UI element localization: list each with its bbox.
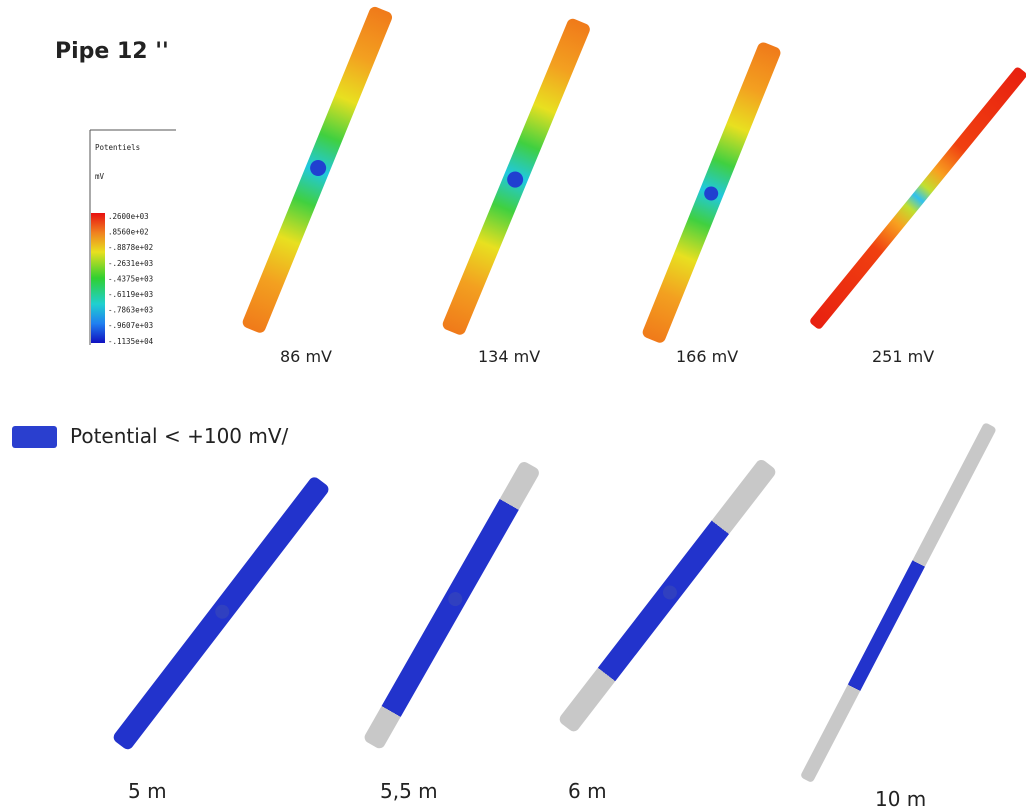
scale-label: -.2631e+03 — [108, 259, 153, 268]
scale-label: .2600e+03 — [108, 212, 149, 221]
color-scale: Potentiels mV .2600e+03 .8560e+02 -.8878e+… — [89, 129, 176, 346]
scale-label: -.9607e+03 — [108, 321, 153, 330]
pipe-label: 6 m — [568, 779, 607, 803]
scale-unit: mV — [95, 172, 105, 181]
scale-label: -.8878e+02 — [108, 243, 153, 252]
pipe — [364, 462, 539, 749]
bottom-pipes — [113, 423, 996, 782]
pipe-label: 86 mV — [280, 347, 332, 366]
pipe — [801, 423, 996, 782]
pipe — [242, 6, 393, 333]
scale-title: Potentiels — [95, 143, 140, 152]
legend-swatch — [12, 426, 57, 448]
pipe — [642, 42, 781, 343]
pipe-label: 166 mV — [676, 347, 738, 366]
scale-label: .8560e+02 — [108, 228, 149, 237]
top-pipes — [242, 6, 1026, 343]
pipe-label: 134 mV — [478, 347, 540, 366]
scale-label: -.4375e+03 — [108, 274, 153, 283]
scale-label: -.7863e+03 — [108, 306, 153, 315]
legend-label: Potential < +100 mV/ — [70, 424, 289, 448]
pipe-label: 10 m — [875, 787, 926, 811]
pipe-label: 5,5 m — [380, 779, 438, 803]
scale-label: -.1135e+04 — [108, 337, 154, 346]
pipe-label: 5 m — [128, 779, 167, 803]
pipe — [559, 460, 776, 732]
pipe — [810, 67, 1026, 329]
pipe — [113, 477, 329, 750]
scale-label: -.6119e+03 — [108, 290, 153, 299]
pipe — [442, 18, 590, 335]
scale-bar — [91, 213, 105, 343]
scale-labels: .2600e+03 .8560e+02 -.8878e+02 -.2631e+03 -.… — [108, 212, 154, 346]
pipe-label: 251 mV — [872, 347, 934, 366]
title: Pipe 12 '' — [55, 39, 169, 64]
